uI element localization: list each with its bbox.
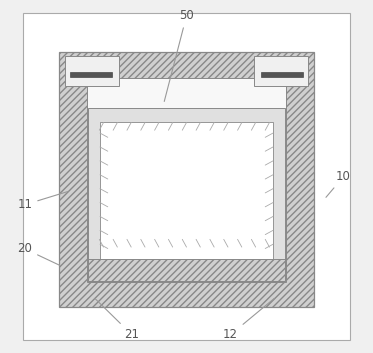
Bar <box>88 108 285 281</box>
Text: 50: 50 <box>164 10 194 101</box>
Text: 10: 10 <box>326 170 351 197</box>
Text: 21: 21 <box>95 299 139 341</box>
Bar <box>65 56 119 86</box>
Bar <box>88 259 285 281</box>
Bar <box>100 122 273 269</box>
Bar <box>261 72 303 77</box>
Text: 11: 11 <box>17 191 68 211</box>
Bar <box>70 72 112 77</box>
Bar <box>254 56 308 86</box>
Text: 12: 12 <box>223 298 275 341</box>
Bar <box>87 78 286 282</box>
Text: 20: 20 <box>18 243 60 265</box>
Bar <box>59 52 314 307</box>
